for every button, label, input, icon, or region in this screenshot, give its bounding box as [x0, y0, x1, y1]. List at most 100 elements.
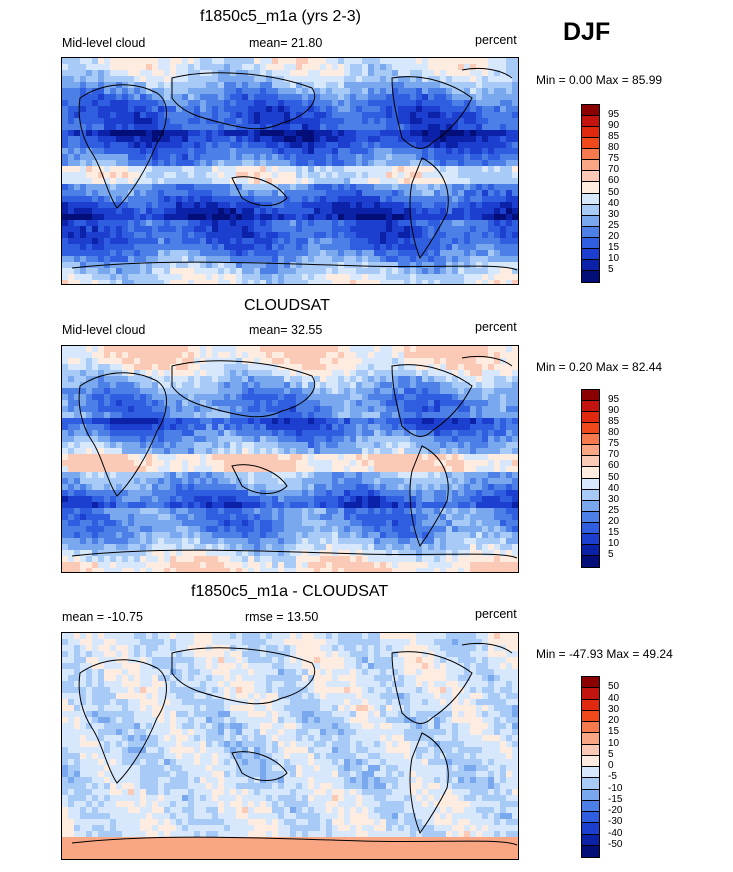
map-cell [338, 106, 345, 113]
map-cell [344, 220, 351, 227]
map-cell [128, 196, 135, 203]
map-cell [224, 142, 231, 149]
map-cell [464, 388, 471, 395]
map-cell [296, 472, 303, 479]
map-cell [128, 64, 135, 71]
map-cell [452, 76, 459, 83]
map-cell [182, 388, 189, 395]
map-cell [350, 406, 357, 413]
map-cell [410, 442, 417, 449]
map-cell [374, 214, 381, 221]
map-cell [512, 112, 518, 119]
map-cell [440, 208, 447, 215]
map-cell [398, 220, 405, 227]
map-cell [494, 442, 501, 449]
map-cell [182, 172, 189, 179]
map-cell [224, 244, 231, 251]
map-cell [266, 64, 273, 71]
map-cell [374, 412, 381, 419]
map-cell [446, 238, 453, 245]
map-cell [194, 232, 201, 239]
map-cell [188, 118, 195, 125]
map-cell [140, 382, 147, 389]
map-cell [212, 460, 219, 467]
map-cell [464, 190, 471, 197]
map-cell [410, 76, 417, 83]
map-cell [314, 406, 321, 413]
map-cell [122, 250, 129, 257]
map-cell [326, 256, 333, 263]
map-cell [158, 178, 165, 185]
map-cell [74, 190, 81, 197]
map-cell [296, 100, 303, 107]
map-cell [362, 460, 369, 467]
map-cell [116, 76, 123, 83]
map-cell [200, 58, 207, 65]
map-cell [398, 226, 405, 233]
map-cell [80, 376, 87, 383]
map-cell [230, 442, 237, 449]
map-cell [194, 136, 201, 143]
map-cell [68, 118, 75, 125]
map-cell [86, 118, 93, 125]
map-cell [374, 448, 381, 455]
map-cell [338, 136, 345, 143]
map-cell [338, 460, 345, 467]
map-cell [266, 370, 273, 377]
map-cell [350, 358, 357, 365]
map-cell [80, 112, 87, 119]
map-cell [398, 484, 405, 491]
map-cell [494, 268, 501, 275]
map-cell [200, 214, 207, 221]
map-cell [236, 382, 243, 389]
map-cell [470, 382, 477, 389]
map-cell [92, 178, 99, 185]
map-cell [230, 124, 237, 131]
map-cell [500, 436, 507, 443]
map-cell [422, 478, 429, 485]
map-cell [158, 106, 165, 113]
map-cell [374, 118, 381, 125]
map-cell [452, 208, 459, 215]
map-cell [140, 394, 147, 401]
map-cell [482, 280, 489, 284]
map-cell [326, 454, 333, 461]
map-cell [254, 502, 261, 509]
map-cell [290, 124, 297, 131]
map-cell [374, 196, 381, 203]
map-cell [440, 382, 447, 389]
map-cell [242, 106, 249, 113]
map-cell [224, 58, 231, 65]
map-cell [320, 202, 327, 209]
map-cell [482, 394, 489, 401]
map-cell [62, 250, 69, 257]
map-cell [410, 70, 417, 77]
map-cell [128, 352, 135, 359]
map-cell [152, 136, 159, 143]
map-cell [332, 430, 339, 437]
map-cell [386, 112, 393, 119]
map-cell [110, 262, 117, 269]
map-cell [506, 466, 513, 473]
map-cell [320, 424, 327, 431]
map-cell [386, 142, 393, 149]
map-cell [152, 460, 159, 467]
map-cell [110, 490, 117, 497]
map-cell [260, 58, 267, 65]
map-cell [248, 430, 255, 437]
map-cell [356, 370, 363, 377]
map-cell [338, 442, 345, 449]
map-cell [182, 142, 189, 149]
map-cell [518, 118, 519, 125]
map-cell [392, 424, 399, 431]
map-cell [338, 394, 345, 401]
map-cell [320, 364, 327, 371]
map-cell [452, 460, 459, 467]
map-cell [368, 496, 375, 503]
map-cell [140, 448, 147, 455]
map-cell [278, 220, 285, 227]
map-cell [518, 196, 519, 203]
map-cell [494, 496, 501, 503]
map-cell [506, 436, 513, 443]
map-cell [380, 412, 387, 419]
